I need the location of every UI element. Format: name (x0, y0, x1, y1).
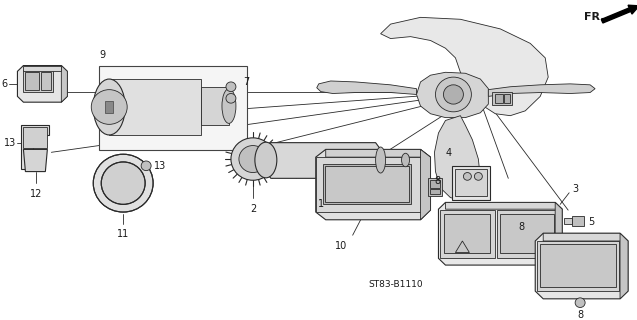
Bar (325, 166, 408, 203)
Text: ST83-B1110: ST83-B1110 (368, 280, 423, 289)
Polygon shape (316, 149, 431, 220)
Text: 2: 2 (250, 204, 256, 214)
Polygon shape (535, 233, 628, 299)
Polygon shape (24, 149, 47, 172)
Text: 8: 8 (518, 222, 524, 233)
Bar (440, 210, 496, 258)
Bar (445, 214, 490, 252)
Text: 9: 9 (99, 50, 105, 60)
Text: 10: 10 (334, 241, 347, 251)
Text: FR.: FR. (584, 12, 605, 22)
Bar (540, 244, 616, 287)
Bar (41, 72, 52, 90)
Polygon shape (266, 143, 380, 178)
Circle shape (463, 172, 471, 180)
Text: 3: 3 (572, 184, 578, 194)
Polygon shape (380, 17, 548, 116)
Bar (572, 216, 584, 226)
FancyArrow shape (601, 5, 637, 23)
Polygon shape (555, 203, 562, 265)
Polygon shape (326, 149, 431, 157)
Text: 1: 1 (318, 199, 324, 209)
Ellipse shape (401, 153, 410, 167)
Circle shape (91, 90, 127, 124)
Ellipse shape (376, 147, 385, 173)
Circle shape (101, 162, 145, 204)
Bar (429, 178, 443, 196)
Polygon shape (438, 203, 562, 265)
Circle shape (475, 172, 482, 180)
Text: 4: 4 (445, 148, 452, 158)
Bar (24, 127, 47, 148)
Circle shape (231, 138, 275, 180)
Polygon shape (61, 66, 68, 102)
Bar (105, 101, 113, 113)
Text: 11: 11 (117, 229, 129, 239)
Polygon shape (417, 72, 489, 118)
Text: 7: 7 (243, 77, 249, 87)
Text: 6: 6 (1, 79, 8, 89)
Text: 8: 8 (577, 310, 583, 320)
Bar (492, 92, 512, 105)
Ellipse shape (93, 79, 125, 135)
Bar (564, 218, 572, 224)
Bar (25, 72, 39, 90)
Bar (431, 180, 440, 188)
Bar (380, 152, 406, 168)
Polygon shape (24, 66, 61, 71)
Circle shape (443, 85, 463, 104)
Bar (24, 70, 54, 92)
Bar (500, 214, 554, 252)
Circle shape (436, 77, 471, 112)
Bar (537, 241, 619, 291)
Bar (452, 166, 490, 201)
Polygon shape (445, 203, 562, 209)
Polygon shape (420, 149, 431, 220)
Bar (496, 93, 503, 103)
Ellipse shape (255, 142, 277, 178)
Polygon shape (109, 79, 201, 135)
Polygon shape (317, 81, 417, 94)
Bar (431, 189, 440, 194)
Circle shape (226, 82, 236, 92)
Text: 5: 5 (588, 217, 594, 227)
Circle shape (239, 146, 267, 172)
Polygon shape (620, 233, 628, 299)
Text: 13: 13 (154, 161, 166, 171)
Bar (316, 157, 420, 212)
Text: 8: 8 (434, 176, 440, 186)
Polygon shape (22, 125, 49, 169)
Circle shape (226, 93, 236, 103)
Text: 12: 12 (30, 189, 43, 199)
Text: 13: 13 (4, 138, 17, 148)
Circle shape (575, 298, 585, 308)
Bar (99, 66, 247, 150)
Polygon shape (17, 66, 68, 102)
Ellipse shape (222, 89, 236, 124)
Circle shape (93, 154, 153, 212)
Circle shape (141, 161, 151, 171)
Bar (201, 87, 229, 125)
Polygon shape (543, 233, 628, 241)
Bar (505, 93, 510, 103)
Bar (323, 164, 410, 204)
Bar (497, 210, 559, 258)
Polygon shape (489, 84, 595, 96)
Bar (455, 169, 487, 196)
Polygon shape (434, 116, 480, 201)
